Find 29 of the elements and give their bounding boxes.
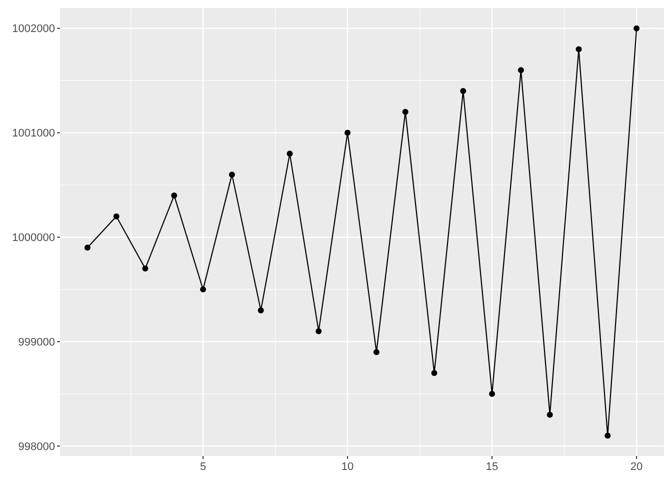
point	[258, 307, 264, 314]
point	[604, 432, 611, 439]
y-tick-label: 1001000	[12, 128, 55, 140]
x-tick-label: 10	[341, 461, 354, 473]
y-tick-label: 998000	[18, 440, 55, 453]
y-tick-label: 1000000	[12, 232, 55, 244]
point	[316, 328, 322, 334]
y-tick-label: 1002000	[12, 23, 55, 36]
point	[576, 46, 582, 52]
point	[518, 67, 524, 74]
point	[460, 88, 466, 94]
point	[344, 130, 351, 136]
point	[142, 266, 148, 272]
x-tick-label: 5	[200, 461, 206, 473]
x-tick-label: 20	[630, 461, 643, 473]
point	[546, 412, 553, 418]
point	[200, 286, 206, 292]
point	[228, 172, 235, 178]
point	[489, 390, 496, 397]
point	[84, 244, 90, 251]
point	[402, 108, 408, 115]
point	[286, 150, 293, 157]
point	[373, 349, 380, 356]
point	[431, 370, 438, 376]
point	[171, 192, 178, 198]
y-tick-label: 999000	[18, 336, 55, 348]
point	[634, 25, 640, 32]
point	[113, 213, 120, 220]
x-tick-label: 15	[486, 461, 498, 473]
